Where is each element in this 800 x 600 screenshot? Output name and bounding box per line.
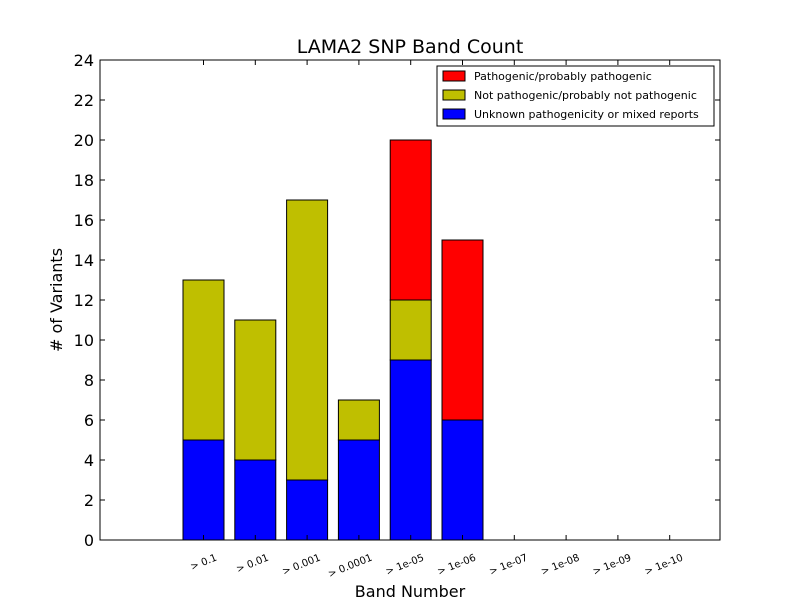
bar-segment bbox=[441, 419, 484, 541]
x-tick-label: > 1e-08 bbox=[540, 553, 582, 578]
y-tick-label: 10 bbox=[74, 331, 94, 350]
bar-segment bbox=[389, 359, 432, 541]
x-tick-label: > 1e-06 bbox=[436, 553, 478, 578]
y-tick-label: 18 bbox=[74, 171, 94, 190]
y-tick-label: 8 bbox=[84, 371, 94, 390]
bar-segment bbox=[441, 239, 484, 421]
y-tick-label: 24 bbox=[74, 51, 94, 70]
legend-label: Pathogenic/probably pathogenic bbox=[474, 70, 652, 83]
bar-segment bbox=[337, 399, 380, 441]
legend-label: Not pathogenic/probably not pathogenic bbox=[474, 89, 697, 102]
x-tick-label: > 1e-07 bbox=[488, 553, 530, 578]
y-tick-label: 12 bbox=[74, 291, 94, 310]
y-tick-label: 6 bbox=[84, 411, 94, 430]
legend-label: Unknown pathogenicity or mixed reports bbox=[474, 108, 699, 121]
bar-segment bbox=[389, 139, 432, 301]
bar-segment bbox=[286, 199, 329, 481]
legend: Pathogenic/probably pathogenic Not pathog… bbox=[436, 65, 715, 127]
bar-segment bbox=[182, 279, 225, 441]
y-tick-label: 16 bbox=[74, 211, 94, 230]
legend-swatch bbox=[442, 108, 466, 120]
bar-segment bbox=[234, 319, 277, 461]
x-tick-label: > 0.01 bbox=[235, 553, 270, 576]
y-tick-label: 2 bbox=[84, 491, 94, 510]
bar-segment bbox=[234, 459, 277, 541]
y-tick-label: 4 bbox=[84, 451, 94, 470]
y-axis-label: # of Variants bbox=[47, 248, 66, 352]
plot-area-frame bbox=[99, 59, 721, 541]
bar-segment bbox=[286, 479, 329, 541]
y-tick-label: 22 bbox=[74, 91, 94, 110]
y-tick-label: 20 bbox=[74, 131, 94, 150]
legend-swatch bbox=[442, 70, 466, 82]
bar-segment bbox=[389, 299, 432, 361]
x-tick-label: > 1e-05 bbox=[384, 553, 426, 578]
y-tick-label: 0 bbox=[84, 531, 94, 550]
bar-segment bbox=[337, 439, 380, 541]
bar-segment bbox=[182, 439, 225, 541]
legend-swatch bbox=[442, 89, 466, 101]
x-tick-label: > 0.1 bbox=[189, 553, 219, 573]
bars-group bbox=[182, 139, 484, 541]
chart-title: LAMA2 SNP Band Count bbox=[297, 36, 524, 58]
y-tick-label: 14 bbox=[74, 251, 94, 270]
x-tick-label: > 0.0001 bbox=[327, 553, 374, 581]
x-tick-label: > 1e-10 bbox=[643, 553, 685, 578]
x-axis-label: Band Number bbox=[355, 582, 466, 600]
x-tick-label: > 0.001 bbox=[281, 553, 322, 578]
legend-frame bbox=[436, 65, 715, 127]
x-tick-label: > 1e-09 bbox=[591, 553, 633, 578]
